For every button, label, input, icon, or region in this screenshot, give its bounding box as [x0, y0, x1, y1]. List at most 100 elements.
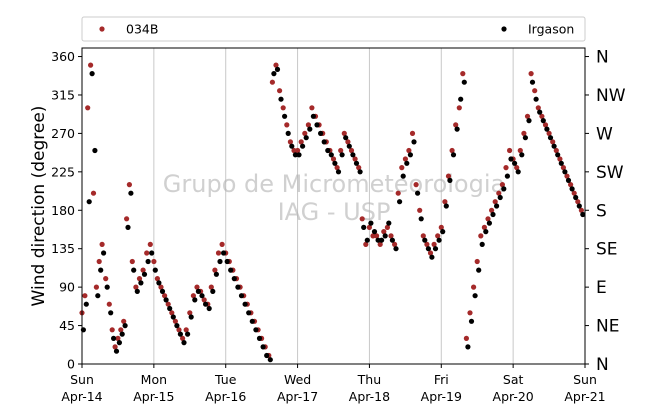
data-point: [169, 310, 175, 316]
data-point: [571, 190, 577, 196]
data-point: [260, 344, 266, 350]
compass-label: S: [596, 201, 607, 221]
data-point: [131, 267, 137, 273]
data-point: [138, 280, 144, 286]
data-point: [557, 156, 563, 162]
data-point: [435, 233, 441, 239]
data-point: [465, 344, 471, 350]
x-tick-label-date: Apr-16: [205, 389, 246, 404]
data-point: [277, 88, 283, 94]
x-tick-label-date: Apr-21: [564, 389, 605, 404]
data-point: [108, 310, 114, 316]
data-point: [300, 143, 306, 149]
data-point: [565, 177, 572, 183]
data-point: [368, 220, 374, 226]
legend-box: [81, 16, 586, 42]
data-point: [379, 237, 385, 243]
data-point: [540, 118, 546, 124]
data-point: [515, 169, 521, 175]
x-tick-label-day: Fri: [434, 372, 449, 387]
data-point: [217, 258, 223, 265]
x-tick-label-date: Apr-15: [133, 389, 174, 404]
data-point: [109, 327, 115, 333]
data-point: [307, 126, 313, 132]
y-tick-label: 360: [51, 49, 75, 64]
data-point: [183, 327, 189, 333]
data-point: [235, 284, 241, 290]
data-point: [219, 241, 225, 247]
data-point: [382, 233, 388, 239]
data-point: [343, 135, 349, 141]
data-point: [357, 169, 363, 175]
data-point: [341, 130, 347, 136]
watermark-line-1: Grupo de Micrometeorologia: [163, 170, 505, 198]
data-point: [180, 335, 186, 341]
data-point: [411, 139, 417, 145]
compass-label: NE: [596, 317, 619, 337]
data-point: [350, 152, 356, 158]
data-point: [208, 284, 214, 290]
data-point: [212, 267, 218, 273]
x-tick-label-day: Sun: [573, 372, 597, 387]
data-point: [176, 327, 182, 333]
data-point: [83, 301, 89, 307]
data-point: [118, 327, 124, 333]
data-point: [112, 344, 118, 350]
data-point: [162, 293, 168, 299]
data-point: [88, 62, 94, 68]
data-point: [274, 66, 281, 72]
data-point: [442, 199, 448, 205]
data-point: [497, 194, 503, 201]
x-tick-label-date: Apr-19: [421, 389, 462, 404]
data-point: [546, 130, 552, 136]
data-point: [486, 220, 492, 226]
series-irgason: [80, 66, 586, 363]
data-point: [287, 139, 293, 145]
data-point: [366, 224, 372, 230]
data-point: [492, 199, 498, 205]
y-tick-label: 225: [51, 164, 75, 179]
compass-label: W: [596, 124, 613, 144]
data-point: [425, 246, 431, 252]
data-point: [310, 113, 316, 119]
x-tick-label-date: Apr-14: [61, 389, 102, 404]
data-point: [273, 62, 279, 68]
data-point: [224, 258, 230, 265]
data-point: [195, 288, 201, 294]
data-point: [501, 186, 507, 192]
data-point: [147, 241, 153, 247]
data-point: [213, 271, 219, 277]
data-point: [170, 314, 176, 320]
data-point: [511, 160, 518, 166]
data-point: [422, 237, 428, 243]
data-point: [353, 160, 360, 166]
data-point: [82, 293, 88, 299]
compass-label: N: [596, 48, 609, 68]
data-point: [238, 293, 245, 299]
data-point: [507, 147, 513, 154]
data-point: [165, 301, 171, 307]
data-point: [267, 357, 273, 363]
data-point: [156, 280, 162, 286]
data-point: [371, 229, 378, 235]
data-point: [187, 310, 193, 316]
data-point: [126, 182, 132, 188]
data-point: [242, 301, 248, 307]
y-tick-label: 135: [51, 241, 75, 256]
data-point: [106, 301, 112, 307]
legend-marker-034b: [99, 26, 105, 32]
data-point: [190, 293, 196, 299]
data-point: [558, 160, 564, 166]
watermark: Grupo de Micrometeorologia IAG - USP: [163, 170, 505, 226]
data-point: [89, 71, 95, 77]
data-point: [335, 169, 342, 175]
data-point: [529, 79, 536, 85]
data-point: [438, 224, 444, 230]
data-point: [136, 276, 143, 282]
data-point: [330, 156, 337, 162]
data-point: [397, 199, 403, 205]
data-point: [154, 276, 160, 282]
data-point: [443, 203, 449, 209]
data-point: [427, 250, 434, 256]
data-point: [575, 199, 581, 205]
